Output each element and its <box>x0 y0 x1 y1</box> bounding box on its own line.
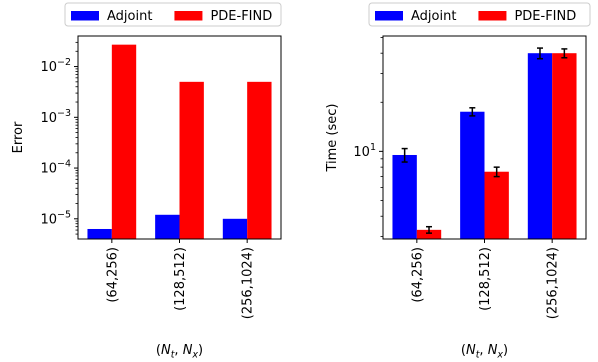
x-tick-label: (256,1024) <box>546 247 561 319</box>
bar-pde-find-2 <box>247 81 272 239</box>
x-tick-label: (128,512) <box>478 247 493 311</box>
legend-label-pde-find: PDE-FIND <box>210 9 272 24</box>
legend: Adjoint PDE-FIND <box>368 2 591 27</box>
legend: Adjoint PDE-FIND <box>64 2 282 27</box>
y-tick-label: 10−4 <box>40 159 71 177</box>
x-tick-label: (256,1024) <box>241 247 256 319</box>
bar-adjoint-0 <box>87 228 112 239</box>
time-panel: 101 (64,256) (128,512) (256,1024) Time (sec)… <box>325 2 591 361</box>
y-tick-label: 101 <box>353 142 376 160</box>
y-tick-label: 10−3 <box>40 108 71 126</box>
x-axis-label: (Nt, Nx) <box>156 343 203 361</box>
legend-label-adjoint: Adjoint <box>107 9 152 24</box>
bar-pde-find-0 <box>416 229 442 239</box>
legend-swatch-pde-find <box>174 11 203 21</box>
bar-adjoint-2 <box>527 53 553 239</box>
x-tick-label: (64,256) <box>410 247 425 303</box>
legend-swatch-adjoint <box>375 11 403 21</box>
bar-pde-find-1 <box>484 171 509 239</box>
y-tick-label: 10−2 <box>40 57 71 75</box>
legend-label-adjoint: Adjoint <box>411 9 456 24</box>
legend-swatch-adjoint <box>71 11 99 21</box>
bar-pde-find-0 <box>111 44 137 239</box>
y-tick-label: 10−5 <box>40 209 71 227</box>
bar-pde-find-2 <box>552 53 577 239</box>
bar-adjoint-1 <box>155 214 180 239</box>
legend-swatch-pde-find <box>478 11 507 21</box>
bar-adjoint-0 <box>392 154 417 239</box>
error-panel: 10−5 10−4 10−3 10−2 (64,256) (128,512) (256,10… <box>11 2 282 361</box>
x-axis-label: (Nt, Nx) <box>461 343 508 361</box>
bar-adjoint-1 <box>460 111 485 239</box>
legend-box <box>64 2 282 27</box>
x-tick-label: (64,256) <box>105 247 120 303</box>
bar-pde-find-1 <box>179 81 204 239</box>
bar-adjoint-2 <box>222 218 248 239</box>
x-tick-label: (128,512) <box>173 247 188 311</box>
y-axis-label: Time (sec) <box>325 103 340 172</box>
y-axis-label: Error <box>11 121 26 153</box>
legend-label-pde-find: PDE-FIND <box>514 9 576 24</box>
